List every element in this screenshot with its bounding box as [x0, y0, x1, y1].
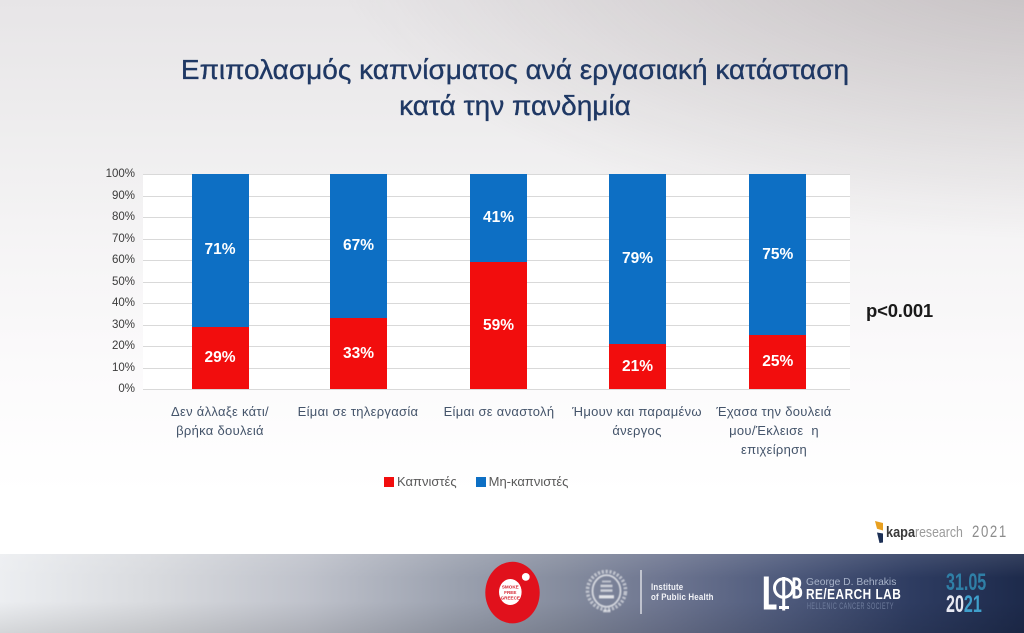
svg-text:SMOKE: SMOKE: [502, 585, 519, 590]
svg-text:FREE: FREE: [504, 590, 516, 595]
svg-text:GREECE: GREECE: [501, 596, 520, 601]
